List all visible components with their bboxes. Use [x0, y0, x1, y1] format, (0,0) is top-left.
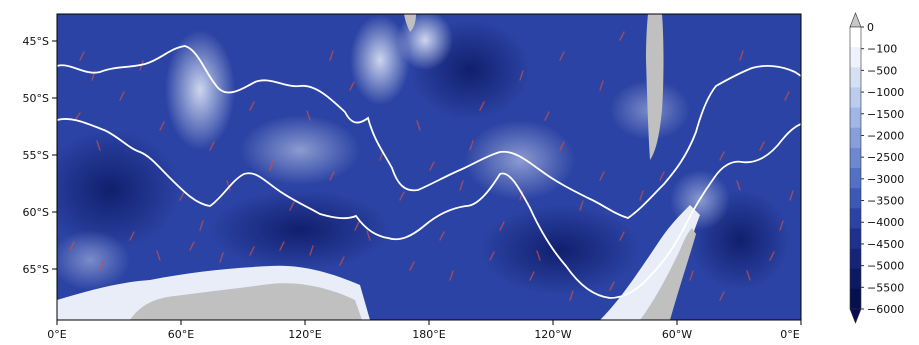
- colorbar-label: −100: [867, 43, 897, 56]
- depth-field: [57, 14, 790, 295]
- new-zealand-land: [404, 14, 416, 32]
- colorbar-label: −2500: [867, 151, 904, 164]
- colorbar-label: −5000: [867, 260, 904, 273]
- antarctic-peninsula-land: [640, 228, 696, 320]
- colorbar-labels: 0 −100 −500 −1000 −1500 −2000 −2500 −3000 −3500 −…: [861, 21, 904, 316]
- colorbar-cell: [850, 168, 861, 189]
- colorbar-cell: [850, 107, 861, 129]
- x-tick-label: 120°E: [288, 328, 321, 341]
- colorbar-label: −4500: [867, 238, 904, 251]
- front-line-south: [57, 118, 801, 299]
- y-tick-label: 55°S: [23, 149, 49, 162]
- map-panel: [57, 14, 801, 320]
- x-tick-label: 60°W: [662, 328, 692, 341]
- x-axis: 0°E 60°E 120°E 180°E 120°W 60°W 0°E: [47, 320, 802, 341]
- red-markings: [69, 31, 794, 301]
- y-axis: 45°S 50°S 55°S 60°S 65°S: [23, 35, 57, 276]
- y-tick-label: 45°S: [23, 35, 49, 48]
- x-tick-label: 180°E: [412, 328, 445, 341]
- colorbar-cell: [850, 67, 861, 88]
- x-tick-label: 0°E: [780, 328, 799, 341]
- colorbar-cell: [850, 208, 861, 229]
- colorbar-upper-extension: [849, 12, 862, 28]
- colorbar-cell: [850, 127, 861, 149]
- colorbar-cell: [850, 288, 861, 310]
- colorbar-label: −3000: [867, 173, 904, 186]
- x-tick-label: 60°E: [168, 328, 194, 341]
- south-america-land: [646, 14, 664, 160]
- colorbar-lower-extension: [849, 308, 862, 324]
- colorbar-label: −500: [867, 64, 897, 77]
- colorbar-label: −1500: [867, 108, 904, 121]
- x-tick-label: 0°E: [47, 328, 66, 341]
- colorbar-label: −5500: [867, 281, 904, 294]
- colorbar-cell: [850, 87, 861, 108]
- colorbar-cells: [849, 26, 862, 310]
- colorbar-label: −3500: [867, 195, 904, 208]
- colorbar-label: 0: [867, 21, 874, 34]
- y-tick-label: 50°S: [23, 92, 49, 105]
- x-tick-label: 120°W: [534, 328, 571, 341]
- shelf-halo-2: [600, 205, 700, 320]
- colorbar-cell: [850, 248, 861, 270]
- front-line-north: [57, 45, 801, 219]
- y-tick-label: 65°S: [23, 263, 49, 276]
- colorbar-cell: [850, 147, 861, 169]
- colorbar-cell: [850, 188, 861, 209]
- colorbar: 0 −100 −500 −1000 −1500 −2000 −2500 −3000 −3500 −…: [849, 12, 904, 324]
- colorbar-cell: [850, 268, 861, 290]
- land: [130, 14, 696, 320]
- colorbar-label: −4000: [867, 216, 904, 229]
- colorbar-cell: [850, 27, 861, 48]
- colorbar-cell: [850, 47, 861, 68]
- colorbar-label: −6000: [867, 303, 904, 316]
- y-tick-label: 60°S: [23, 206, 49, 219]
- colorbar-cell: [850, 228, 861, 249]
- colorbar-label: −2000: [867, 129, 904, 142]
- antarctica-land: [130, 283, 362, 320]
- colorbar-label: −1000: [867, 86, 904, 99]
